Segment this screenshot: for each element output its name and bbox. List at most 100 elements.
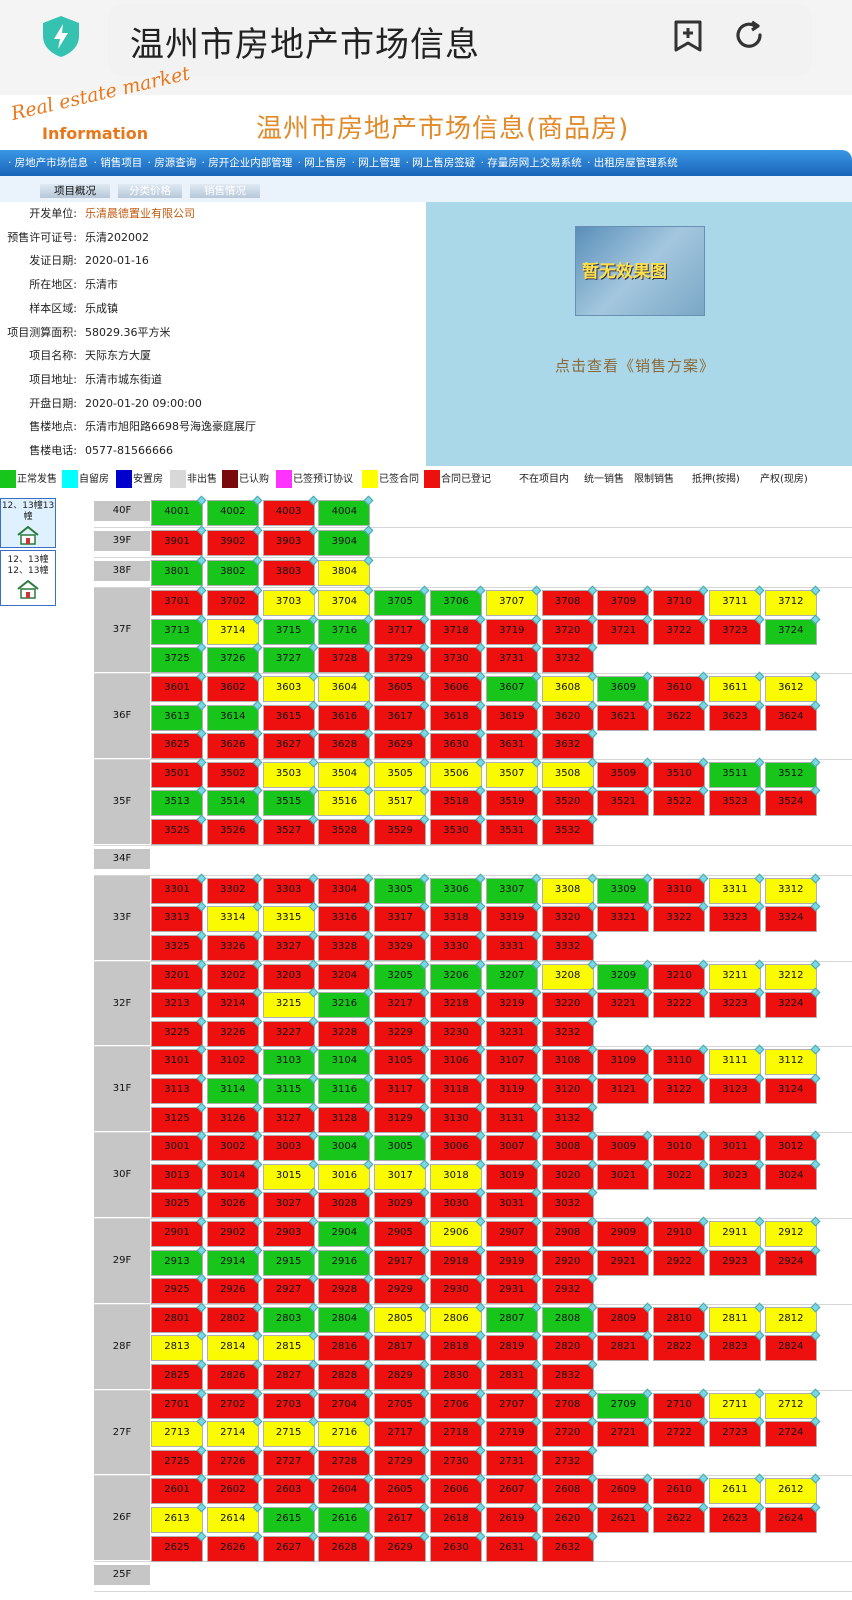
unit-cell[interactable]: 3222	[653, 987, 709, 1019]
unit-cell[interactable]: 3101	[151, 1044, 207, 1076]
nav-item[interactable]: · 房地产市场信息	[8, 157, 92, 169]
unit-cell[interactable]: 2613	[151, 1502, 207, 1533]
unit-cell[interactable]: 2813	[151, 1330, 207, 1362]
unit-cell[interactable]: 3510	[653, 757, 709, 788]
unit-cell[interactable]: 3902	[206, 525, 263, 557]
unit-cell[interactable]: 3709	[597, 585, 653, 617]
unit-cell[interactable]: 3529	[374, 814, 430, 846]
unit-cell[interactable]: 2630	[430, 1531, 486, 1562]
unit-cell[interactable]: 2715	[262, 1416, 319, 1448]
unit-cell[interactable]: 3627	[262, 728, 319, 760]
unit-cell[interactable]: 3129	[374, 1102, 430, 1133]
unit-cell[interactable]: 3701	[151, 585, 207, 617]
address-bar[interactable]: 温州市房地产市场信息	[108, 4, 812, 76]
unit-cell[interactable]: 3304	[318, 873, 374, 904]
nav-item[interactable]: · 网上售房签疑	[405, 157, 479, 169]
unit-cell[interactable]: 2919	[485, 1245, 542, 1276]
unit-cell[interactable]: 3026	[206, 1187, 263, 1219]
unit-cell[interactable]: 3118	[430, 1073, 486, 1104]
unit-cell[interactable]: 2906	[430, 1216, 486, 1247]
unit-cell[interactable]: 3303	[262, 873, 319, 904]
unit-cell[interactable]: 3724	[764, 614, 821, 645]
unit-cell[interactable]: 3207	[485, 959, 542, 990]
unit-cell[interactable]: 2607	[485, 1473, 542, 1505]
unit-cell[interactable]: 3012	[764, 1130, 821, 1162]
unit-cell[interactable]: 3615	[262, 700, 319, 731]
unit-cell[interactable]: 3132	[541, 1102, 598, 1133]
unit-cell[interactable]: 2931	[485, 1273, 542, 1305]
unit-cell[interactable]: 2708	[541, 1388, 598, 1419]
unit-cell[interactable]: 2924	[764, 1245, 821, 1276]
unit-cell[interactable]: 2732	[541, 1445, 598, 1476]
unit-cell[interactable]: 2631	[485, 1531, 542, 1562]
unit-cell[interactable]: 3006	[430, 1130, 486, 1162]
unit-cell[interactable]: 2819	[485, 1330, 542, 1362]
unit-cell[interactable]: 3728	[318, 643, 374, 674]
unit-cell[interactable]: 3706	[430, 585, 486, 617]
building-tab[interactable]: 12、13幢13幢	[0, 498, 56, 548]
unit-cell[interactable]: 3525	[151, 814, 207, 846]
unit-cell[interactable]: 2910	[653, 1216, 709, 1247]
unit-cell[interactable]: 2623	[709, 1502, 765, 1533]
unit-cell[interactable]: 2701	[151, 1388, 207, 1419]
unit-cell[interactable]: 3204	[318, 959, 374, 990]
unit-cell[interactable]: 3009	[597, 1130, 653, 1162]
unit-cell[interactable]: 3632	[541, 728, 598, 760]
unit-cell[interactable]: 2903	[262, 1216, 319, 1247]
unit-cell[interactable]: 3219	[485, 987, 542, 1019]
unit-cell[interactable]: 2720	[541, 1416, 598, 1448]
unit-cell[interactable]: 3312	[764, 873, 821, 904]
unit-cell[interactable]: 3703	[262, 585, 319, 617]
unit-cell[interactable]: 2828	[318, 1359, 374, 1390]
no-image-placeholder[interactable]: 暂无效果图	[575, 226, 705, 316]
unit-cell[interactable]: 3804	[318, 555, 374, 587]
unit-cell[interactable]: 2702	[206, 1388, 263, 1419]
unit-cell[interactable]: 3526	[206, 814, 263, 846]
unit-cell[interactable]: 3606	[430, 671, 486, 703]
unit-cell[interactable]: 3723	[709, 614, 765, 645]
unit-cell[interactable]: 3113	[151, 1073, 207, 1104]
unit-cell[interactable]: 2710	[653, 1388, 709, 1419]
unit-cell[interactable]: 2608	[541, 1473, 598, 1505]
unit-cell[interactable]: 3612	[764, 671, 821, 703]
unit-cell[interactable]: 2915	[262, 1245, 319, 1276]
unit-cell[interactable]: 2925	[151, 1273, 207, 1305]
nav-item[interactable]: · 存量房网上交易系统	[480, 157, 586, 169]
unit-cell[interactable]: 2817	[374, 1330, 430, 1362]
unit-cell[interactable]: 3025	[151, 1187, 207, 1219]
unit-cell[interactable]: 3629	[374, 728, 430, 760]
unit-cell[interactable]: 3004	[318, 1130, 374, 1162]
unit-cell[interactable]: 3311	[709, 873, 765, 904]
unit-cell[interactable]: 3008	[541, 1130, 598, 1162]
unit-cell[interactable]: 2621	[597, 1502, 653, 1533]
unit-cell[interactable]: 3707	[485, 585, 542, 617]
unit-cell[interactable]: 2632	[541, 1531, 598, 1562]
unit-cell[interactable]: 2816	[318, 1330, 374, 1362]
unit-cell[interactable]: 2624	[764, 1502, 821, 1533]
unit-cell[interactable]: 3011	[709, 1130, 765, 1162]
unit-cell[interactable]: 4001	[151, 495, 207, 526]
unit-cell[interactable]: 3521	[597, 786, 653, 817]
unit-cell[interactable]: 2827	[262, 1359, 319, 1390]
unit-cell[interactable]: 2719	[485, 1416, 542, 1448]
unit-cell[interactable]: 3901	[151, 525, 207, 557]
unit-cell[interactable]: 3512	[764, 757, 821, 788]
unit-cell[interactable]: 3628	[318, 728, 374, 760]
unit-cell[interactable]: 2724	[764, 1416, 821, 1448]
unit-cell[interactable]: 3507	[485, 757, 542, 788]
unit-cell[interactable]: 2832	[541, 1359, 598, 1390]
unit-cell[interactable]: 2709	[597, 1388, 653, 1419]
unit-cell[interactable]: 3014	[206, 1159, 263, 1190]
unit-cell[interactable]: 3324	[764, 901, 821, 933]
unit-cell[interactable]: 3726	[206, 643, 263, 674]
unit-cell[interactable]: 3217	[374, 987, 430, 1019]
unit-cell[interactable]: 3730	[430, 643, 486, 674]
unit-cell[interactable]: 3211	[709, 959, 765, 990]
unit-cell[interactable]: 3223	[709, 987, 765, 1019]
unit-cell[interactable]: 3516	[318, 786, 374, 817]
unit-cell[interactable]: 3002	[206, 1130, 263, 1162]
unit-cell[interactable]: 3016	[318, 1159, 374, 1190]
unit-cell[interactable]: 3302	[206, 873, 263, 904]
unit-cell[interactable]: 3111	[709, 1044, 765, 1076]
unit-cell[interactable]: 3103	[262, 1044, 319, 1076]
